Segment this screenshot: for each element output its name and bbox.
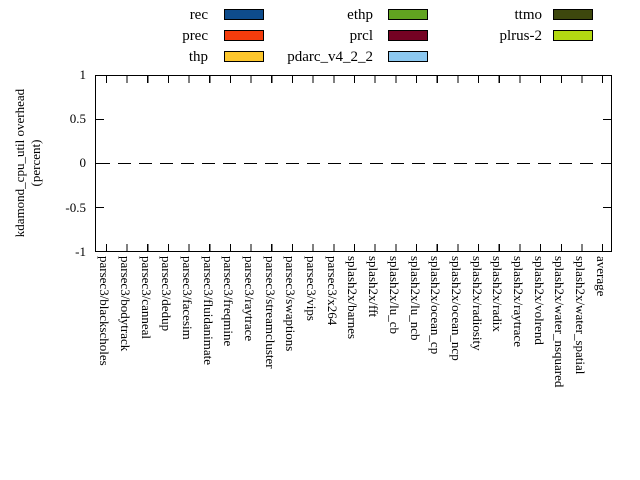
x-tick-label: parsec3/streamcluster: [263, 256, 278, 369]
legend-swatch-prec: [224, 30, 264, 41]
legend-swatch-plrus-2: [553, 30, 593, 41]
legend-swatch-thp: [224, 51, 264, 62]
x-tick-label: splash2x/lu_ncb: [408, 256, 423, 341]
x-tick-label: parsec3/vips: [304, 256, 319, 321]
y-tick-label-neg1: -1: [75, 244, 86, 259]
x-tick-label: splash2x/water_nsquared: [552, 256, 567, 388]
y-tick-label-0: 0: [79, 155, 87, 170]
legend-label-ethp: ethp: [347, 7, 373, 23]
plot-area: [95, 75, 612, 252]
x-tick-label: parsec3/facesim: [180, 256, 195, 340]
x-tick-label: average: [594, 256, 609, 297]
legend-label-plrus-2: plrus-2: [499, 28, 543, 44]
y-tick-mark: [603, 119, 611, 121]
x-tick-label: parsec3/bodytrack: [118, 256, 133, 352]
x-tick-label: parsec3/raytrace: [242, 256, 257, 342]
y-tick-label-0p5: 0.5: [69, 111, 86, 126]
x-tick-label: splash2x/radix: [490, 256, 505, 332]
x-tick-label: splash2x/barnes: [345, 256, 360, 340]
y-tick-mark: [96, 119, 104, 121]
x-tick-label: splash2x/volrend: [532, 256, 547, 345]
legend-swatch-ttmo: [553, 9, 593, 20]
x-tick-label: parsec3/freqmine: [221, 256, 236, 347]
x-axis-ticks-top: [96, 76, 611, 83]
x-tick-label: parsec3/canneal: [139, 256, 154, 340]
x-tick-label: splash2x/raytrace: [511, 256, 526, 347]
x-tick-label: parsec3/blackscholes: [97, 256, 112, 366]
y-tick-label-1: 1: [79, 67, 87, 82]
y-tick-mark: [96, 206, 104, 208]
legend-label-prec: prec: [182, 28, 208, 44]
legend-swatch-rec: [224, 9, 264, 20]
x-tick-label: splash2x/radiosity: [470, 256, 485, 351]
y-tick-mark: [603, 206, 611, 208]
x-axis-ticks-bottom: [96, 244, 611, 251]
x-tick-label: splash2x/fft: [366, 256, 381, 318]
legend-label-prcl: prcl: [349, 28, 373, 44]
legend-label-ttmo: ttmo: [514, 7, 542, 23]
x-tick-label: parsec3/swaptions: [283, 256, 298, 352]
x-tick-label: splash2x/ocean_cp: [428, 256, 443, 355]
x-tick-label: splash2x/water_spatial: [573, 256, 588, 375]
legend-label-thp: thp: [188, 49, 208, 65]
x-tick-label: parsec3/dedup: [159, 256, 174, 332]
zero-dashed-line: [97, 162, 610, 164]
legend-swatch-prcl: [388, 30, 428, 41]
x-tick-label: splash2x/lu_cb: [387, 256, 402, 334]
x-tick-label: splash2x/ocean_ncp: [449, 256, 464, 361]
legend-label-rec: rec: [189, 7, 208, 23]
legend-swatch-pdarc-v4-2-2: [388, 51, 428, 62]
legend-swatch-ethp: [388, 9, 428, 20]
y-tick-label-neg0p5: -0.5: [65, 200, 86, 215]
x-tick-label: parsec3/fluidanimate: [201, 256, 216, 366]
x-tick-label: parsec3/x264: [325, 256, 340, 326]
legend-label-pdarc-v4-2-2: pdarc_v4_2_2: [287, 49, 373, 65]
